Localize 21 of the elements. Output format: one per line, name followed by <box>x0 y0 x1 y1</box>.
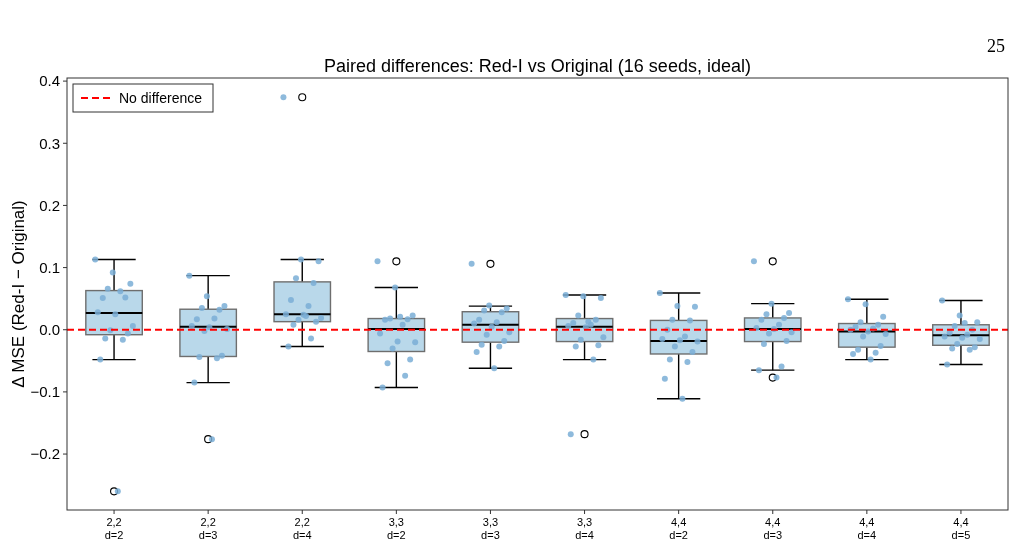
x-tick-label: 2,2 d=3 <box>198 516 218 541</box>
y-tick-label: 0.0 <box>39 320 60 338</box>
y-tick-label: 0.1 <box>39 258 60 276</box>
legend-label: No difference <box>119 89 203 106</box>
y-tick-label: −0.2 <box>30 445 60 463</box>
x-tick-label: 2,2 d=2 <box>104 516 124 541</box>
x-tick-label: 4,4 d=4 <box>857 516 877 541</box>
y-tick-label: −0.1 <box>30 383 60 401</box>
chart-title: Paired differences: Red-I vs Original (16 seeds, ideal) <box>324 56 751 76</box>
x-tick-label: 4,4 d=2 <box>669 516 688 541</box>
x-tick-label: 3,3 d=3 <box>481 516 500 541</box>
y-tick-label: 0.4 <box>39 72 60 90</box>
x-tick-label: 3,3 d=2 <box>387 516 406 541</box>
x-tick-label: 3,3 d=4 <box>575 516 594 541</box>
y-axis-title: Δ MSE (Red-I − Original) <box>9 200 28 388</box>
x-tick-label: 2,2 d=4 <box>292 516 312 541</box>
x-tick-label: 4,4 d=3 <box>763 516 783 541</box>
text: 25 <box>987 36 1005 56</box>
y-tick-label: 0.3 <box>39 134 60 152</box>
y-tick-label: 0.2 <box>39 196 60 214</box>
x-tick-label: 4,4 d=5 <box>951 516 971 541</box>
